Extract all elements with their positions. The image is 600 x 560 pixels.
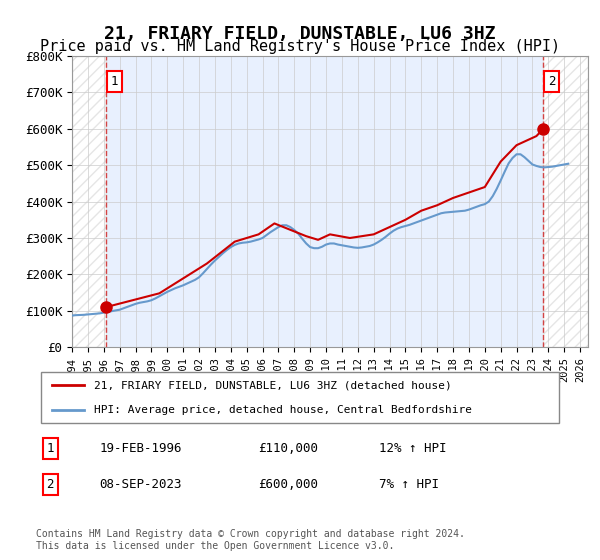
Bar [72,56,106,347]
Text: 7% ↑ HPI: 7% ↑ HPI [379,478,439,491]
Text: 21, FRIARY FIELD, DUNSTABLE, LU6 3HZ: 21, FRIARY FIELD, DUNSTABLE, LU6 3HZ [104,25,496,43]
Text: 08-SEP-2023: 08-SEP-2023 [100,478,182,491]
Text: 1: 1 [47,442,54,455]
Text: £110,000: £110,000 [258,442,318,455]
Text: £600,000: £600,000 [258,478,318,491]
FancyBboxPatch shape [41,372,559,423]
Bar [544,56,588,347]
Text: 1: 1 [110,75,118,88]
Text: 19-FEB-1996: 19-FEB-1996 [100,442,182,455]
Bar [72,56,106,347]
Text: 21, FRIARY FIELD, DUNSTABLE, LU6 3HZ (detached house): 21, FRIARY FIELD, DUNSTABLE, LU6 3HZ (de… [94,380,452,390]
Text: 12% ↑ HPI: 12% ↑ HPI [379,442,446,455]
Text: 2: 2 [548,75,556,88]
Text: 2: 2 [47,478,54,491]
Text: Price paid vs. HM Land Registry's House Price Index (HPI): Price paid vs. HM Land Registry's House … [40,39,560,54]
Text: Contains HM Land Registry data © Crown copyright and database right 2024.
This d: Contains HM Land Registry data © Crown c… [36,529,465,551]
Text: HPI: Average price, detached house, Central Bedfordshire: HPI: Average price, detached house, Cent… [94,405,472,415]
Bar [544,56,588,347]
